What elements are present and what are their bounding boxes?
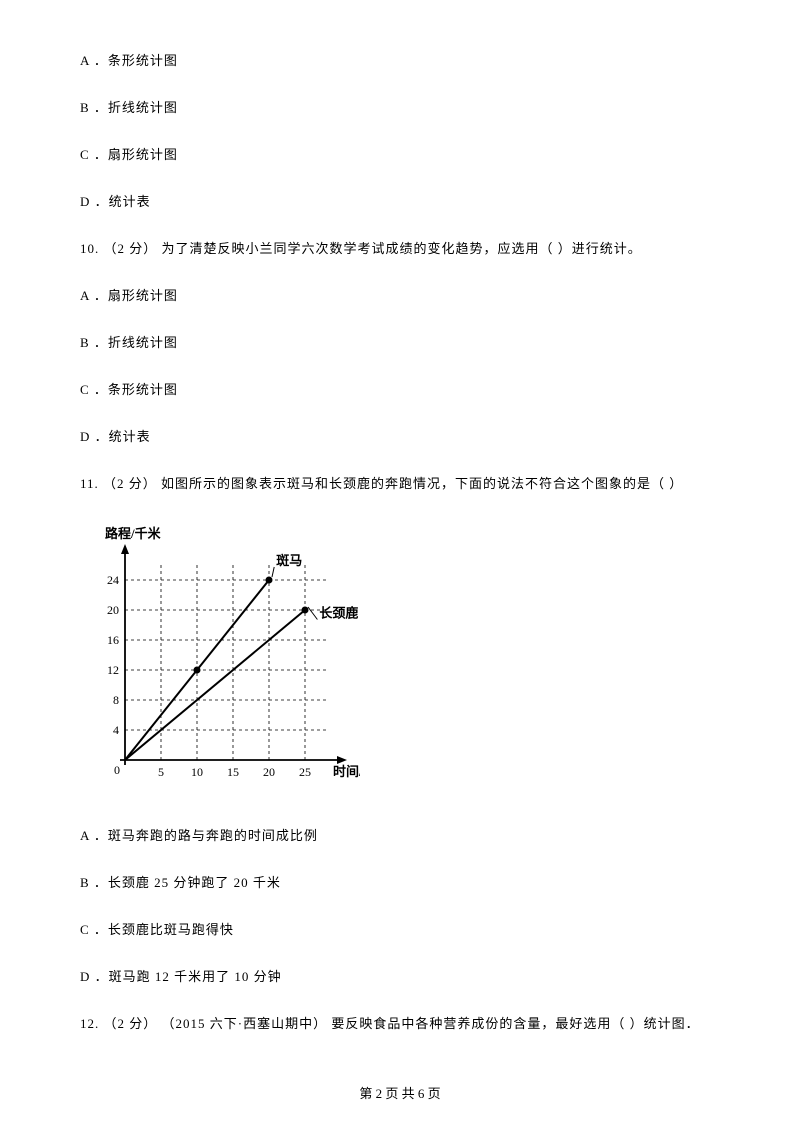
svg-text:10: 10 [191, 765, 203, 779]
q12-text: 12. （2 分） （2015 六下·西塞山期中） 要反映食品中各种营养成份的含… [80, 1013, 720, 1032]
svg-text:16: 16 [107, 633, 119, 647]
q9-option-d: D ．统计表 [80, 191, 720, 210]
chart: 4 8 12 16 20 24 5 10 15 20 25 0 路程/千米时间/分 斑马长颈鹿 [80, 520, 360, 800]
svg-text:12: 12 [107, 663, 119, 677]
q11-option-b: B ．长颈鹿 25 分钟跑了 20 千米 [80, 872, 720, 891]
svg-text:8: 8 [113, 693, 119, 707]
svg-text:24: 24 [107, 573, 119, 587]
svg-text:路程/千米: 路程/千米 [105, 526, 162, 541]
svg-text:斑马: 斑马 [276, 553, 302, 568]
svg-text:时间/分: 时间/分 [333, 764, 360, 779]
q9-option-a: A ．条形统计图 [80, 50, 720, 69]
q10-option-d: D ．统计表 [80, 426, 720, 445]
q11-option-c: C ．长颈鹿比斑马跑得快 [80, 919, 720, 938]
q9-option-b: B ．折线统计图 [80, 97, 720, 116]
q10-option-a: A ．扇形统计图 [80, 285, 720, 304]
q11-text: 11. （2 分） 如图所示的图象表示斑马和长颈鹿的奔跑情况，下面的说法不符合这… [80, 473, 720, 492]
svg-text:长颈鹿: 长颈鹿 [319, 606, 358, 621]
q10-text: 10. （2 分） 为了清楚反映小兰同学六次数学考试成绩的变化趋势，应选用（ ）… [80, 238, 720, 257]
svg-text:4: 4 [113, 723, 119, 737]
q10-option-b: B ．折线统计图 [80, 332, 720, 351]
svg-text:0: 0 [114, 763, 120, 777]
q9-option-c: C ．扇形统计图 [80, 144, 720, 163]
svg-text:25: 25 [299, 765, 311, 779]
svg-text:20: 20 [263, 765, 275, 779]
q11-option-d: D ．斑马跑 12 千米用了 10 分钟 [80, 966, 720, 985]
svg-text:20: 20 [107, 603, 119, 617]
page-footer: 第 2 页 共 6 页 [0, 1083, 800, 1102]
svg-text:15: 15 [227, 765, 239, 779]
q10-option-c: C ．条形统计图 [80, 379, 720, 398]
q11-option-a: A ．斑马奔跑的路与奔跑的时间成比例 [80, 825, 720, 844]
svg-text:5: 5 [158, 765, 164, 779]
